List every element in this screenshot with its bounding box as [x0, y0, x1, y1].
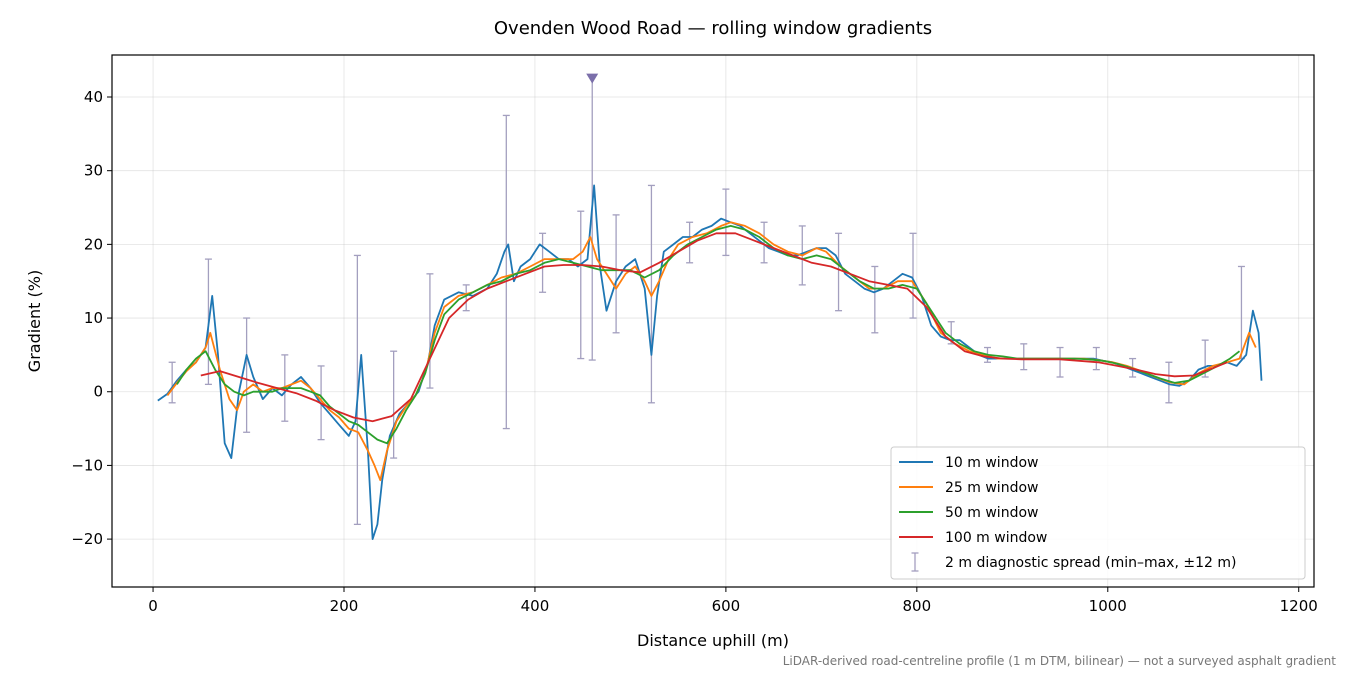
diagnostic-spread-bar	[588, 74, 596, 361]
legend-label: 2 m diagnostic spread (min–max, ±12 m)	[945, 555, 1236, 571]
y-tick-label: 20	[84, 235, 103, 253]
diagnostic-spread-bar	[243, 317, 251, 433]
y-tick-label: 40	[84, 88, 103, 106]
legend-label: 25 m window	[945, 480, 1038, 496]
footnote: LiDAR-derived road-centreline profile (1…	[783, 654, 1337, 668]
x-tick-label: 600	[712, 597, 741, 615]
diagnostic-spread-bar	[871, 265, 879, 334]
x-tick-label: 200	[330, 597, 359, 615]
legend-box	[890, 446, 1306, 580]
diagnostic-spread-bar	[502, 114, 510, 430]
legend-entry: 2 m diagnostic spread (min–max, ±12 m)	[911, 552, 1236, 572]
diagnostic-spread-bar	[760, 221, 768, 264]
legend-entry: 10 m window	[899, 455, 1038, 471]
y-axis-label: Gradient (%)	[25, 270, 44, 372]
diagnostic-spread-bar	[909, 232, 917, 319]
y-tick-label: 10	[84, 309, 103, 327]
diagnostic-spread-bar	[1020, 343, 1028, 371]
x-tick-label: 1000	[1089, 597, 1127, 615]
outlier-marker	[586, 73, 599, 84]
x-tick-label: 1200	[1280, 597, 1318, 615]
x-tick-label: 0	[148, 597, 158, 615]
grid-lines	[112, 55, 1314, 587]
outlier-marker-group	[586, 73, 599, 84]
diagnostic-spread-bar	[1056, 346, 1064, 378]
y-axis-ticks: −20 −10 0 10 20 30 40	[71, 88, 112, 548]
plot-frame	[111, 54, 1315, 588]
x-tick-label: 800	[903, 597, 932, 615]
legend-entry: 25 m window	[899, 480, 1038, 496]
diagnostic-spread-bar	[835, 232, 843, 312]
y-tick-label: 30	[84, 162, 103, 180]
chart-title: Ovenden Wood Road — rolling window gradi…	[494, 18, 932, 39]
diagnostic-spread-bar	[462, 284, 470, 312]
legend-entry: 50 m window	[899, 505, 1038, 521]
y-tick-label: −10	[71, 456, 103, 474]
legend: 10 m window 25 m window 50 m window 100 m w…	[890, 446, 1306, 580]
x-tick-label: 400	[521, 597, 550, 615]
legend-entry: 100 m window	[899, 530, 1047, 546]
diagnostic-spread-bar	[168, 361, 176, 404]
diagnostic-spread-bar	[722, 188, 730, 257]
plot-area	[157, 73, 1263, 540]
legend-label: 50 m window	[945, 505, 1038, 521]
series-line-100m	[200, 232, 1228, 423]
series-lines	[157, 184, 1263, 540]
y-tick-label: 0	[93, 383, 103, 401]
diagnostic-spread-bar	[426, 273, 434, 389]
x-axis-label: Distance uphill (m)	[637, 631, 789, 650]
legend-label: 10 m window	[945, 455, 1038, 471]
diagnostic-spread-bar	[390, 350, 398, 459]
y-tick-label: −20	[71, 530, 103, 548]
diagnostic-spread-bar	[612, 214, 620, 334]
x-axis-ticks: 0 200 400 600 800 1000 1200	[148, 587, 1318, 615]
legend-label: 100 m window	[945, 530, 1047, 546]
series-line-25m	[166, 221, 1257, 482]
diagnostic-spread-bar	[577, 210, 585, 360]
